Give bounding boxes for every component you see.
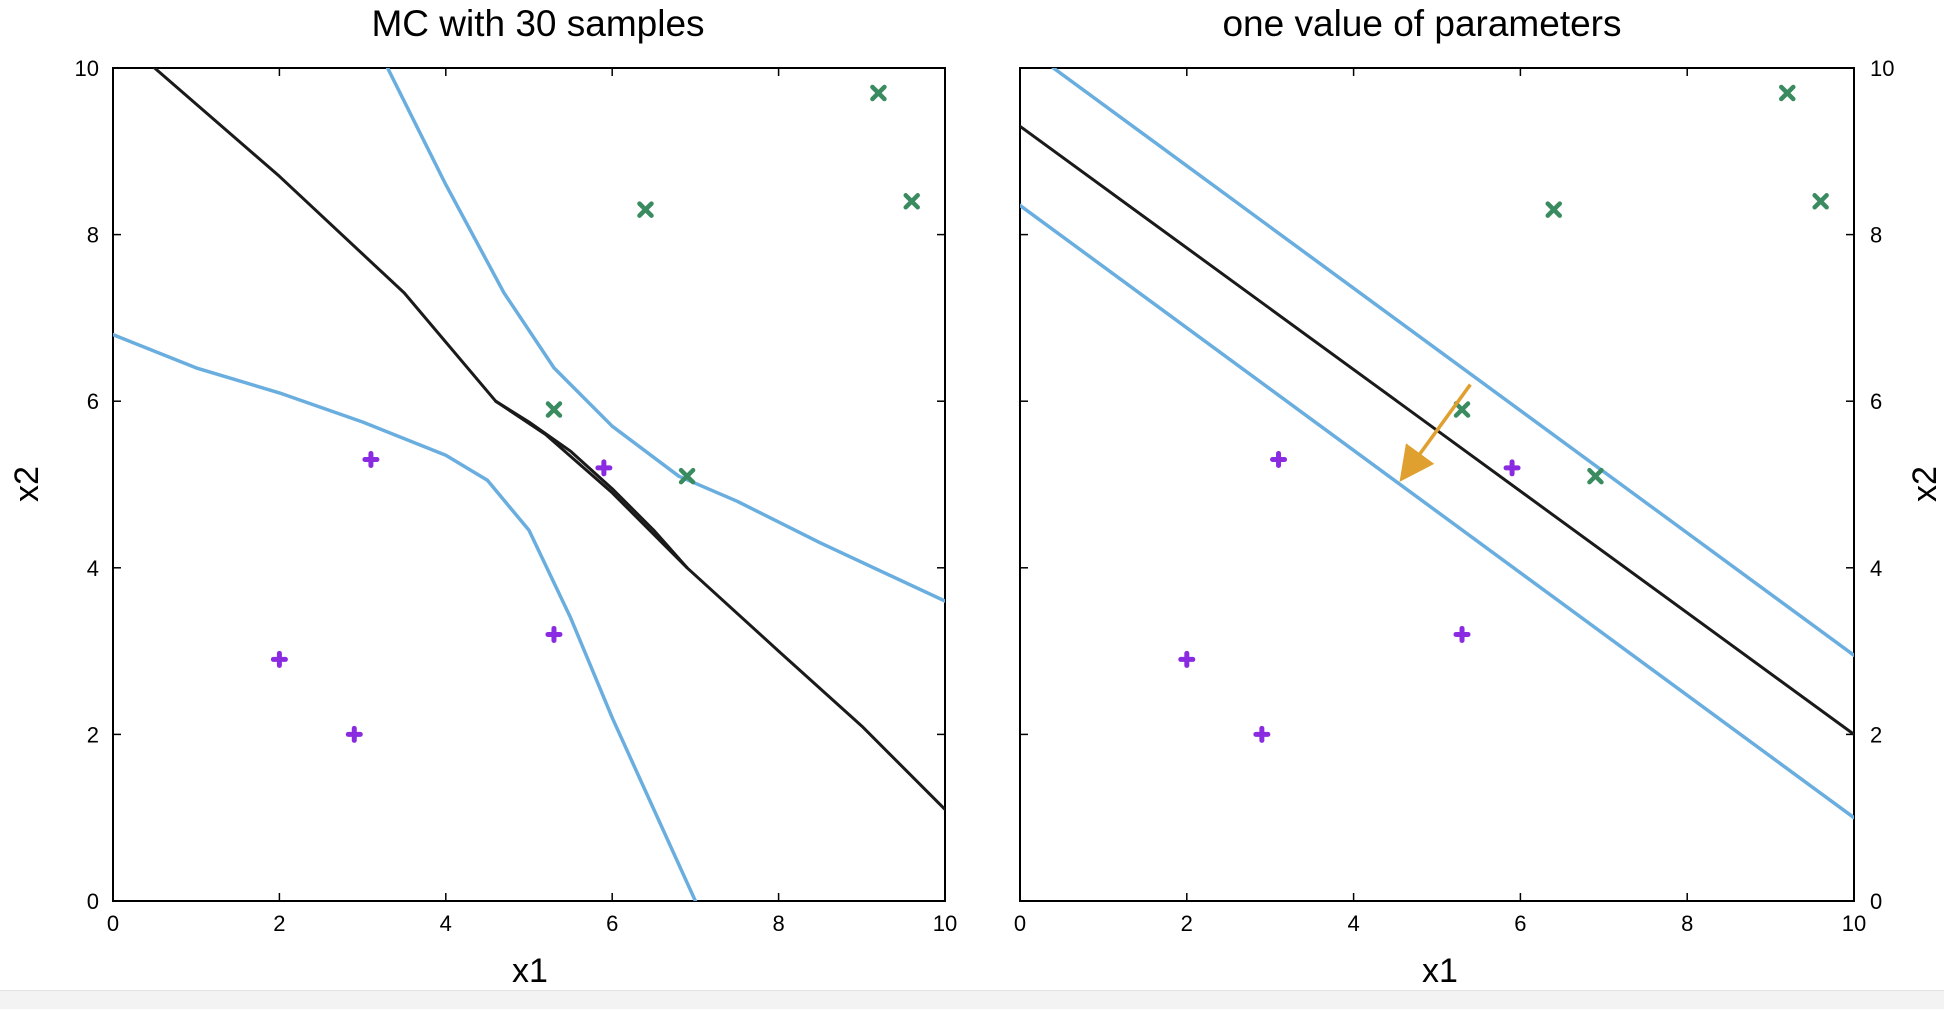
right-class-neg-point — [1253, 725, 1271, 743]
left-curves — [113, 68, 945, 901]
left-y-tick-label: 0 — [87, 889, 99, 914]
left-class-neg-point — [270, 650, 288, 668]
left-y-tick-label: 8 — [87, 223, 99, 248]
left-y-tick-label: 2 — [87, 722, 99, 747]
left-x-tick-label: 2 — [273, 911, 285, 936]
left-plot-area: 0 2 4 6 8 10 0 2 4 6 8 10 — [75, 56, 958, 936]
left-x-tick-label: 10 — [933, 911, 957, 936]
bottom-scroll-strip — [0, 990, 1944, 1009]
left-class-pos-point — [870, 84, 887, 102]
left-chart-panel: MC with 30 samples x1 x2 0 2 4 6 8 10 0 2 4 6 8 10 — [8, 3, 957, 990]
left-y-tick-label: 10 — [75, 56, 99, 81]
left-class-neg-point — [595, 459, 613, 477]
left-y-tick-label: 6 — [87, 389, 99, 414]
right-y-tick-label: 10 — [1870, 56, 1894, 81]
right-x-tick-label: 4 — [1347, 911, 1359, 936]
right-x-tick-label: 6 — [1514, 911, 1526, 936]
right-chart-panel: one value of parameters x1 x2 0 2 4 6 8 10024… — [1014, 3, 1944, 990]
left-margin-line — [385, 68, 945, 603]
right-x-axis-label: x1 — [1422, 952, 1458, 990]
left-decision-boundary-line — [153, 68, 945, 811]
left-y-axis-label: x2 — [8, 466, 46, 502]
left-class-pos-point — [545, 401, 563, 418]
right-class-neg-point — [1453, 625, 1471, 643]
right-y-tick-label: 6 — [1870, 389, 1882, 414]
left-class-neg-point — [345, 725, 363, 743]
right-curves — [1020, 68, 1854, 820]
left-x-axis-label: x1 — [512, 952, 548, 990]
right-y-tick-label: 2 — [1870, 722, 1882, 747]
right-x-tick-label: 2 — [1181, 911, 1193, 936]
right-x-tick-label: 0 — [1014, 911, 1026, 936]
left-plot-frame — [112, 67, 946, 902]
left-x-tick-label: 0 — [107, 911, 119, 936]
right-y-tick-label: 0 — [1870, 889, 1882, 914]
right-class-pos-point — [1812, 193, 1829, 210]
right-plot-frame — [1019, 67, 1855, 902]
right-margin-line — [1020, 203, 1854, 820]
right-direction-arrow — [1399, 383, 1472, 482]
left-x-tick-label: 6 — [606, 911, 618, 936]
left-class-pos-point — [678, 467, 696, 485]
right-class-pos-point — [1545, 201, 1563, 218]
left-class-pos-point — [903, 193, 920, 210]
left-y-tick-label: 4 — [87, 556, 99, 581]
right-class-neg-point — [1503, 459, 1521, 477]
left-class-neg-point — [545, 625, 563, 643]
left-decision-boundary-line — [494, 399, 689, 570]
right-chart-title: one value of parameters — [1222, 3, 1621, 44]
right-y-axis-label: x2 — [1906, 466, 1944, 502]
left-margin-line — [113, 332, 698, 901]
right-x-tick-label: 10 — [1842, 911, 1866, 936]
right-y-tick-label: 4 — [1870, 556, 1882, 581]
left-class-pos-point — [637, 201, 654, 218]
right-class-neg-point — [1270, 451, 1288, 469]
right-y-tick-label: 8 — [1870, 223, 1882, 248]
right-margin-line — [1051, 68, 1854, 658]
left-chart-title: MC with 30 samples — [371, 3, 704, 44]
left-x-tick-label: 4 — [440, 911, 452, 936]
left-class-neg-point — [362, 451, 380, 469]
right-x-tick-label: 8 — [1681, 911, 1693, 936]
right-class-pos-point — [1779, 84, 1796, 102]
left-x-tick-label: 8 — [772, 911, 784, 936]
right-class-pos-point — [1587, 467, 1604, 485]
right-class-neg-point — [1178, 650, 1196, 668]
right-class-pos-point — [1453, 401, 1471, 418]
